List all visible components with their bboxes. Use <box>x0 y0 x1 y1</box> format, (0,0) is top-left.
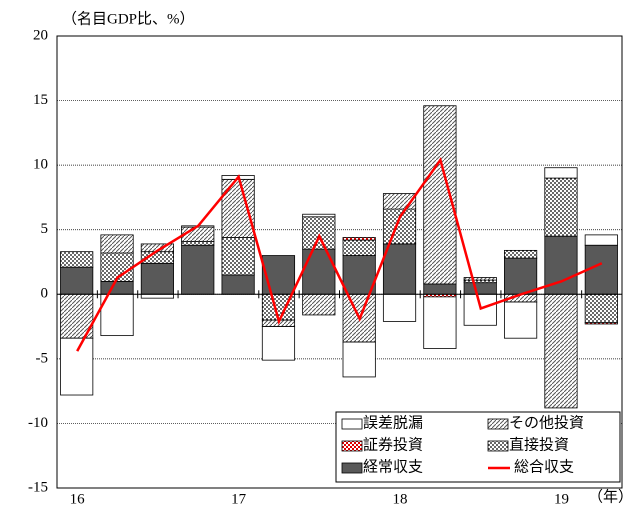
y-tick-label: 5 <box>41 221 49 237</box>
bar-segment <box>382 208 417 245</box>
plot-frame <box>56 35 623 489</box>
bar-segment <box>584 322 618 325</box>
bar-segment <box>261 255 296 295</box>
legend-label: 誤差脱漏 <box>363 414 423 431</box>
y-tick-label: -5 <box>36 350 49 366</box>
bar-segment <box>584 293 618 324</box>
legend-swatch <box>341 440 363 452</box>
y-tick-label: 20 <box>33 27 48 43</box>
y-tick-label: -15 <box>28 479 48 495</box>
y-axis-label: （名目GDP比、%） <box>62 10 195 27</box>
bar-segment <box>60 251 94 268</box>
bar-segment <box>181 240 215 246</box>
bar-segment <box>423 283 457 295</box>
bar-segment <box>302 213 336 218</box>
y-tick-label: 15 <box>33 92 48 108</box>
legend-label: 直接投資 <box>509 436 569 453</box>
bar-segment <box>302 293 336 316</box>
bar-segment <box>342 341 376 378</box>
bar-segment <box>140 262 174 295</box>
bar-segment <box>342 237 376 241</box>
x-unit-label: （年） <box>588 488 626 505</box>
y-tick-label: -10 <box>28 415 48 431</box>
bar-segment <box>382 243 417 295</box>
legend-swatch <box>341 418 363 430</box>
bar-segment <box>342 239 376 256</box>
bar-segment <box>584 234 618 246</box>
legend-swatch <box>341 462 363 474</box>
bar-segment <box>221 237 255 276</box>
line-series <box>76 157 603 352</box>
bar-segment <box>221 274 255 295</box>
bar-segment <box>100 234 134 254</box>
legend-swatch <box>487 440 509 452</box>
bar-segment <box>181 244 215 295</box>
bar-segment <box>221 178 255 238</box>
bar-segment <box>302 216 336 250</box>
bar-segment <box>60 337 94 396</box>
x-tick-label: 16 <box>70 491 86 506</box>
bar-segment <box>100 280 134 295</box>
bar-segment <box>463 282 497 295</box>
x-tick-label: 18 <box>393 491 408 506</box>
legend-label: 経常収支 <box>363 458 423 475</box>
bar-segment <box>423 296 457 349</box>
bar-segment <box>140 293 174 299</box>
y-tick-label: 10 <box>33 157 48 173</box>
bar-segment <box>261 326 296 361</box>
y-tick-label: 0 <box>41 286 49 302</box>
legend-box <box>335 411 621 483</box>
x-tick-label: 19 <box>554 491 569 506</box>
bar-segment <box>342 255 376 295</box>
legend-swatch <box>487 418 509 430</box>
bar-segment <box>382 293 417 322</box>
bar-segment <box>544 177 578 237</box>
bar-segment <box>504 257 538 295</box>
legend-label: その他投資 <box>509 414 584 431</box>
legend-label: 証券投資 <box>363 436 423 453</box>
legend-label: 総合収支 <box>514 458 574 475</box>
bar-segment <box>423 105 457 285</box>
bar-segment <box>504 249 538 259</box>
bar-segment <box>60 266 94 295</box>
bar-segment <box>544 293 578 409</box>
x-tick-label: 17 <box>231 491 247 506</box>
bar-segment <box>544 167 578 179</box>
bar-segment <box>504 301 538 339</box>
bar-segment <box>463 277 497 281</box>
